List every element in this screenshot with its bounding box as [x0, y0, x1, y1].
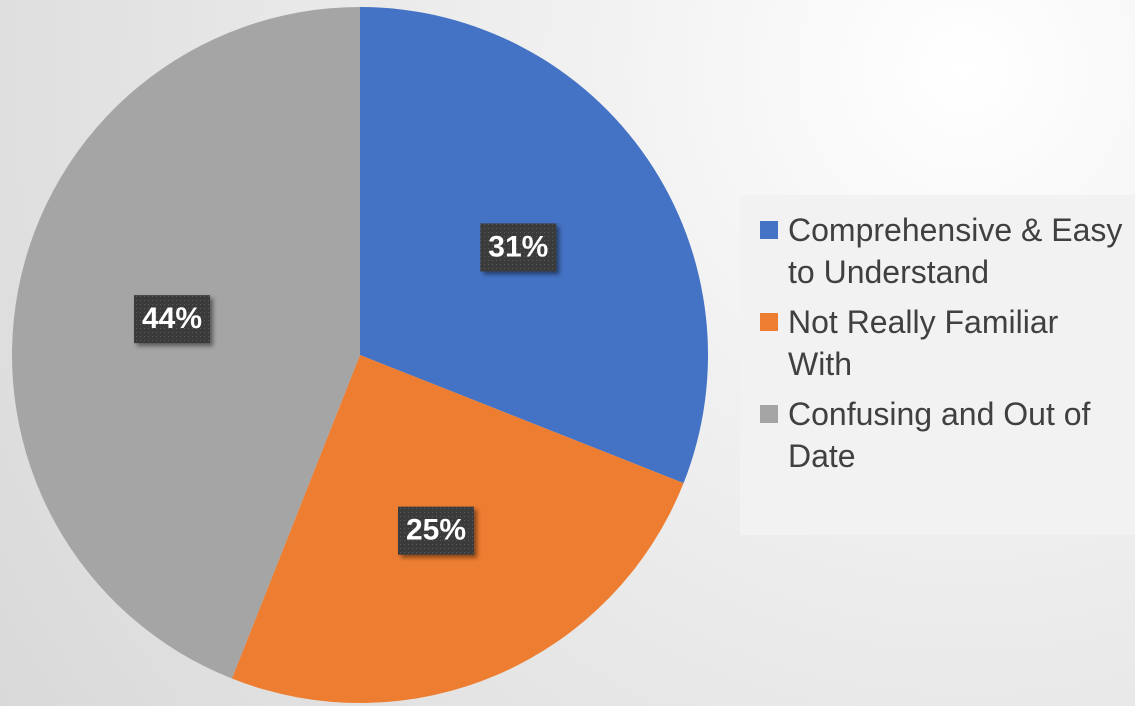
legend-swatch	[760, 221, 778, 239]
chart: 31% 25% 44%	[12, 7, 708, 703]
legend-item: Comprehensive & Easy to Understand	[760, 209, 1135, 293]
legend-label: Confusing and Out of Date	[788, 396, 1091, 474]
data-label: 25%	[406, 514, 466, 547]
data-label: 44%	[142, 302, 202, 335]
legend-label: Comprehensive & Easy to Understand	[788, 212, 1123, 290]
data-label-bg	[133, 295, 211, 344]
legend-swatch	[760, 405, 778, 423]
legend-item: Confusing and Out of Date	[760, 393, 1135, 477]
data-label-bg	[397, 506, 475, 555]
legend-swatch	[760, 313, 778, 331]
legend: Comprehensive & Easy to Understand Not Re…	[740, 195, 1135, 535]
data-label-box: 44%	[133, 295, 211, 344]
data-label-box: 31%	[480, 223, 557, 272]
legend-label: Not Really Familiar With	[788, 304, 1059, 382]
data-label: 31%	[488, 230, 548, 263]
data-label-bg	[480, 223, 557, 272]
legend-item: Not Really Familiar With	[760, 301, 1135, 385]
data-label-box: 25%	[397, 506, 475, 555]
